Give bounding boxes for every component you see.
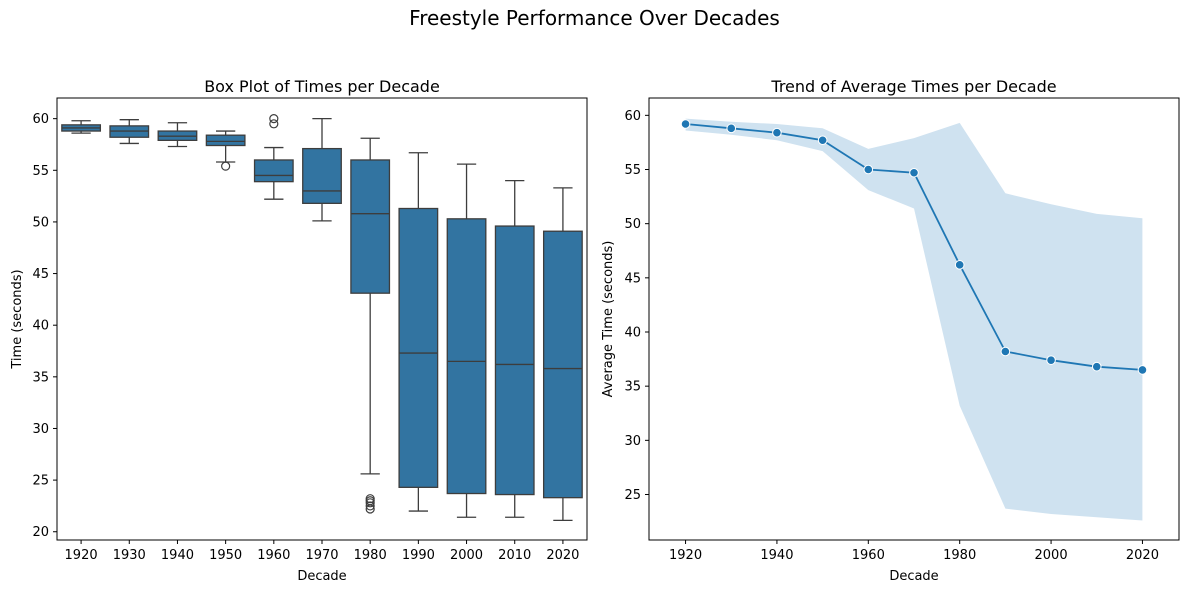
y-tick-label: 20 (32, 525, 49, 540)
y-tick-label: 60 (624, 109, 641, 124)
box-outlier (221, 161, 231, 171)
trend-plot-x-label: Decade (889, 569, 938, 584)
x-tick-label: 2010 (498, 548, 531, 563)
x-tick-label: 1990 (402, 548, 435, 563)
box-body (446, 218, 487, 495)
average-time-point (772, 127, 782, 138)
y-tick-label: 45 (624, 271, 641, 286)
figure-title: Freestyle Performance Over Decades (409, 6, 780, 30)
average-time-point (954, 260, 965, 270)
trend-plot-title: Trend of Average Times per Decade (770, 77, 1056, 96)
box-outlier (365, 501, 375, 511)
x-tick-label: 1940 (161, 548, 194, 563)
trend-plot-frame (648, 97, 1180, 541)
x-tick-label: 1930 (113, 548, 146, 563)
box-body (494, 225, 535, 496)
x-tick-label: 2020 (546, 548, 579, 563)
y-tick-label: 45 (32, 267, 49, 282)
x-tick-label: 1980 (354, 548, 387, 563)
x-tick-label: 1980 (943, 548, 976, 563)
box-body (205, 134, 246, 147)
x-tick-label: 1950 (209, 548, 242, 563)
y-tick-label: 35 (624, 380, 641, 395)
box-plot-y-label: Time (seconds) (10, 269, 25, 369)
x-tick-label: 1960 (257, 548, 290, 563)
average-time-point (909, 167, 919, 178)
average-time-point (1091, 361, 1102, 372)
box-outlier (269, 119, 279, 129)
average-time-point (680, 119, 691, 129)
y-tick-label: 35 (32, 370, 49, 385)
average-time-point (726, 123, 737, 134)
y-tick-label: 55 (624, 163, 641, 178)
x-tick-label: 1940 (760, 548, 793, 563)
average-time-point (1137, 365, 1148, 375)
y-tick-label: 30 (624, 434, 641, 449)
y-tick-label: 50 (624, 217, 641, 232)
confidence-band (685, 118, 1143, 521)
average-time-point (1046, 355, 1056, 365)
x-tick-label: 2000 (1035, 548, 1068, 563)
x-tick-label: 1960 (852, 548, 885, 563)
y-tick-label: 55 (32, 164, 49, 179)
box-body (302, 147, 342, 204)
box-body (398, 207, 439, 488)
y-tick-label: 40 (32, 319, 49, 334)
y-tick-label: 60 (32, 112, 49, 127)
y-tick-label: 40 (624, 326, 641, 341)
x-tick-label: 1920 (65, 548, 98, 563)
x-tick-label: 2000 (450, 548, 483, 563)
trend-plot-y-label: Average Time (seconds) (601, 241, 616, 398)
box-body (350, 159, 391, 294)
box-body (253, 159, 294, 183)
y-tick-label: 25 (624, 488, 641, 503)
x-tick-label: 2020 (1126, 548, 1159, 563)
x-tick-label: 1920 (669, 548, 702, 563)
y-tick-label: 50 (32, 215, 49, 230)
y-tick-label: 25 (32, 474, 49, 489)
average-time-point (817, 135, 828, 146)
average-time-point (863, 164, 874, 175)
box-plot-title: Box Plot of Times per Decade (204, 77, 440, 96)
box-plot-x-label: Decade (297, 569, 346, 584)
y-tick-label: 30 (32, 422, 49, 437)
box-body (542, 230, 583, 499)
box-outlier (365, 494, 375, 504)
x-tick-label: 1970 (305, 548, 338, 563)
average-time-point (1000, 346, 1011, 357)
box-outlier (269, 114, 279, 124)
